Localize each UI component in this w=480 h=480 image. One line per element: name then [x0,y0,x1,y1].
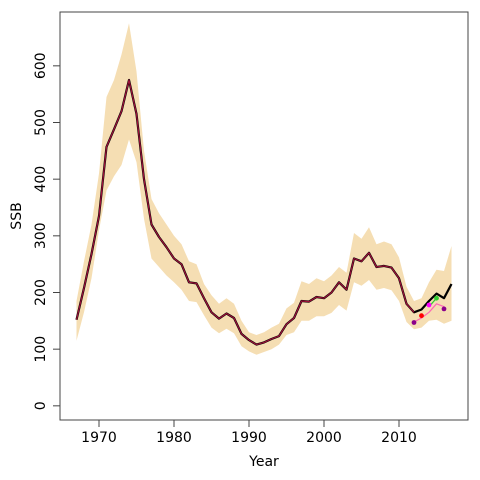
x-axis: 1970 1980 1990 2000 2010 [81,419,417,446]
x-axis-title: Year [248,454,279,470]
x-tick-label: 2000 [306,430,342,446]
x-tick-label: 2010 [381,430,417,446]
series-line-1 [413,303,445,323]
x-tick-label: 1970 [81,430,117,446]
y-tick-label: 100 [33,336,49,363]
y-tick-label: 600 [33,52,49,79]
data-point-4 [441,306,447,312]
y-tick-label: 400 [33,166,49,193]
x-tick-label: 1980 [156,430,192,446]
y-tick-label: 300 [33,222,49,249]
data-point-1 [419,313,424,319]
y-tick-label: 0 [33,401,49,410]
confidence-band-layer [76,23,452,355]
data-point-3 [434,295,439,301]
x-tick-label: 1990 [231,430,267,446]
series-line-overlay [75,79,415,346]
data-point-2 [426,302,432,308]
confidence-band [76,23,452,355]
y-axis: 0 100 200 300 400 500 600 [33,52,61,410]
points-layer [411,295,447,325]
y-tick-label: 500 [33,109,49,136]
y-axis-title: SSB [9,202,25,229]
data-point-0 [411,320,417,325]
y-tick-label: 200 [33,279,49,306]
